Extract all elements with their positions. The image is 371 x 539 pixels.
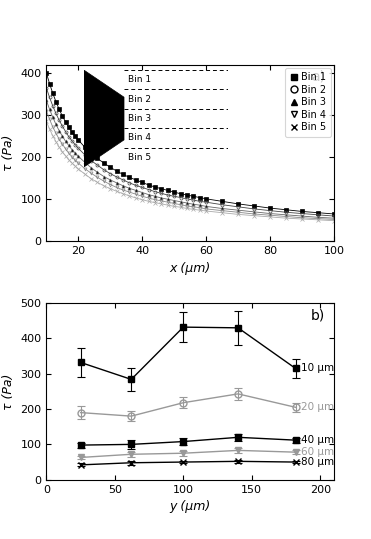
Legend: Bin 1, Bin 2, Bin 3, Bin 4, Bin 5: Bin 1, Bin 2, Bin 3, Bin 4, Bin 5 <box>285 67 331 137</box>
Text: 20 μm: 20 μm <box>301 402 334 412</box>
X-axis label: x (μm): x (μm) <box>170 262 211 275</box>
Text: b): b) <box>311 308 325 322</box>
Y-axis label: τ (Pa): τ (Pa) <box>2 135 15 171</box>
Text: a): a) <box>311 70 325 84</box>
Text: 80 μm: 80 μm <box>301 457 334 467</box>
Y-axis label: τ (Pa): τ (Pa) <box>2 373 15 410</box>
Text: 60 μm: 60 μm <box>301 447 334 457</box>
X-axis label: y (μm): y (μm) <box>170 500 211 513</box>
Text: 40 μm: 40 μm <box>301 435 334 445</box>
Text: 10 μm: 10 μm <box>301 363 334 374</box>
